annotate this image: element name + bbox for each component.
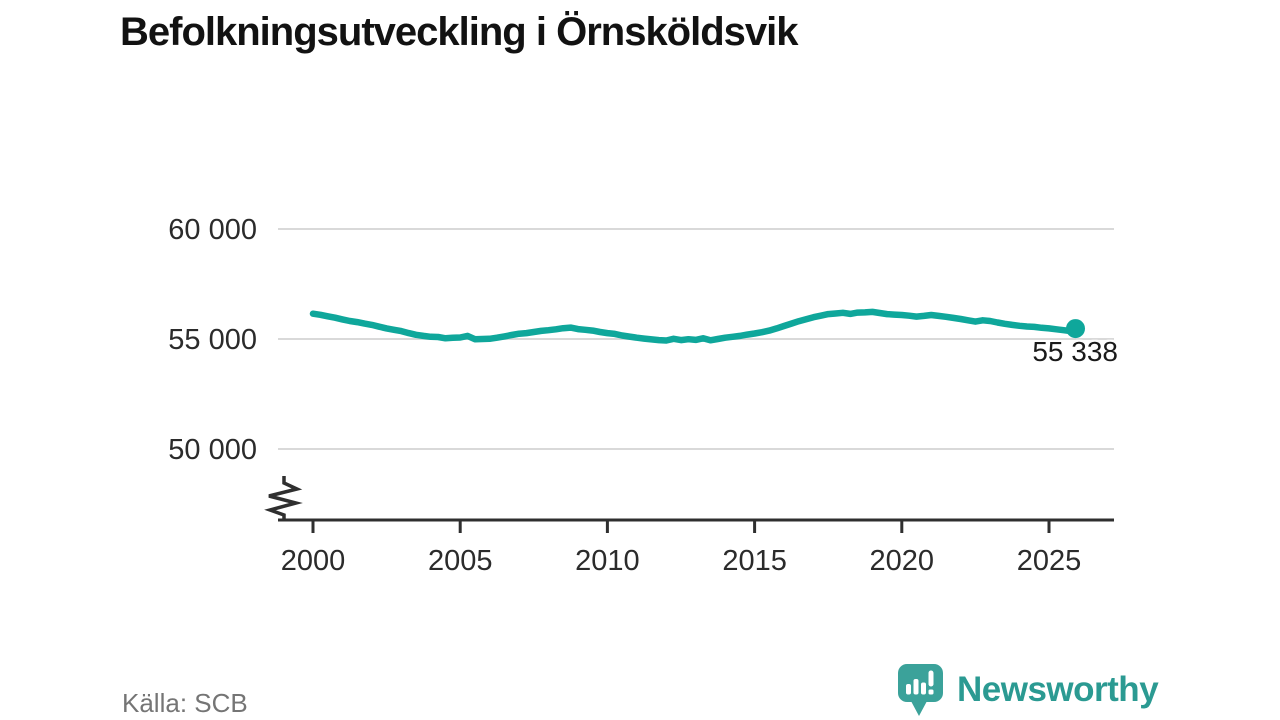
x-axis-label: 2020 bbox=[870, 545, 935, 577]
population-line bbox=[309, 308, 1079, 344]
y-axis-label: 60 000 bbox=[168, 214, 257, 246]
x-axis-label: 2005 bbox=[428, 545, 493, 577]
speech-bubble-shape bbox=[898, 664, 943, 716]
x-axis-label: 2000 bbox=[281, 545, 346, 577]
bar-2 bbox=[913, 679, 919, 695]
exclamation-dot bbox=[928, 689, 934, 695]
x-axis-labels: 2000 2005 2010 2015 2020 2025 bbox=[281, 545, 1082, 577]
source-label: Källa: SCB bbox=[122, 688, 248, 718]
bar-3 bbox=[921, 682, 926, 695]
newsworthy-wordmark: Newsworthy bbox=[957, 670, 1159, 709]
chart-title: Befolkningsutveckling i Örnsköldsvik bbox=[120, 10, 799, 54]
x-axis-ticks bbox=[311, 520, 1051, 533]
x-axis-label: 2015 bbox=[722, 545, 787, 577]
latest-value-label: 55 338 bbox=[1032, 336, 1118, 367]
y-axis-label: 55 000 bbox=[168, 324, 257, 356]
axis-break-icon bbox=[264, 476, 303, 519]
newsworthy-brand: Newsworthy bbox=[897, 663, 1159, 717]
exclamation-bar bbox=[928, 670, 934, 687]
x-axis-label: 2025 bbox=[1017, 545, 1082, 577]
y-axis-labels: 50 000 55 000 60 000 bbox=[168, 214, 257, 466]
newsworthy-speech-bubble-bar-chart-icon bbox=[898, 664, 943, 716]
x-axis-label: 2010 bbox=[575, 545, 640, 577]
bar-1 bbox=[906, 684, 911, 695]
latest-point-marker bbox=[1065, 319, 1085, 339]
y-axis-label: 50 000 bbox=[168, 434, 257, 466]
